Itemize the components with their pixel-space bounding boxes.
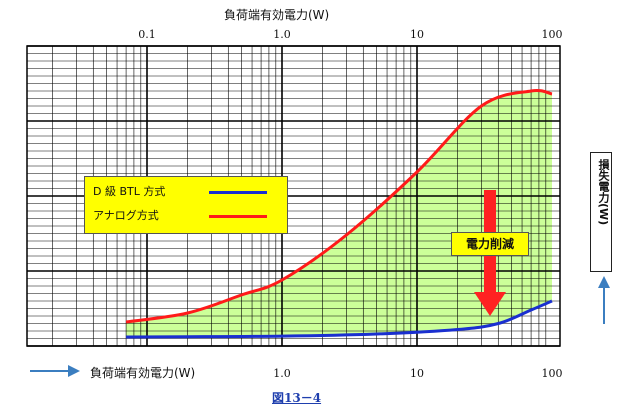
top-tick-label: 0.1 xyxy=(138,28,156,41)
bottom-axis-title: 負荷端有効電力(W) xyxy=(90,366,196,380)
reduction-area xyxy=(126,90,552,337)
right-axis-title-box: 損失電力(W) xyxy=(590,152,612,272)
bottom-tick-label: 1.0 xyxy=(273,367,291,380)
tick-labels: 0.1 1.0 10 100 1.0 10 100 xyxy=(138,28,562,380)
legend-swatch-class-d xyxy=(209,191,267,194)
legend-swatch-analog xyxy=(209,215,267,218)
bottom-axis-arrow-head xyxy=(68,365,80,377)
series-lines xyxy=(125,89,553,339)
bottom-tick-label: 100 xyxy=(542,367,563,380)
legend-label-class-d: D 級 BTL 方式 xyxy=(93,185,166,198)
top-tick-label: 100 xyxy=(542,28,563,41)
series-line-class-d xyxy=(126,299,553,339)
top-tick-label: 1.0 xyxy=(273,28,291,41)
shaded-region xyxy=(126,90,552,337)
legend: D 級 BTL 方式 アナログ方式 xyxy=(84,176,288,234)
legend-label-analog: アナログ方式 xyxy=(93,209,159,222)
annotation-power-reduction: 電力削減 xyxy=(451,232,529,256)
reduction-arrow-head xyxy=(474,292,506,316)
right-axis-arrow-head xyxy=(598,276,610,288)
figure-caption: 図13－4 xyxy=(272,391,322,405)
bottom-tick-label: 10 xyxy=(410,367,424,380)
right-axis-title: 損失電力(W) xyxy=(597,159,610,226)
top-axis-title: 負荷端有効電力(W) xyxy=(224,8,330,22)
series-line-analog xyxy=(125,89,553,324)
top-tick-label: 10 xyxy=(410,28,424,41)
